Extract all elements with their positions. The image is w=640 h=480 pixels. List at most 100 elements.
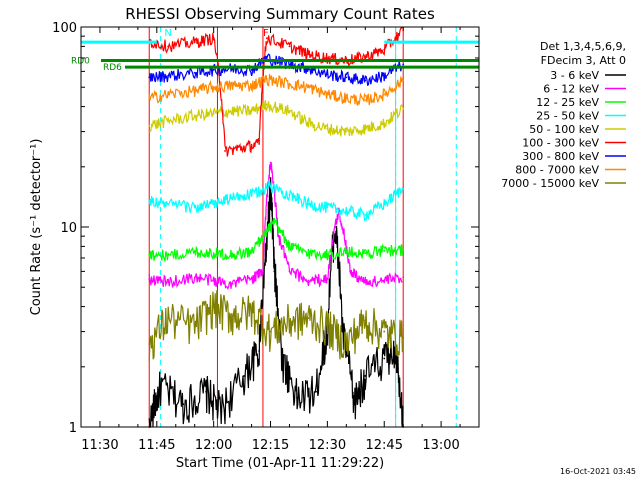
data-point [193, 206, 196, 209]
data-point [148, 76, 151, 79]
data-point [258, 143, 261, 145]
legend-label-8: 7000 - 15000 keV [501, 177, 599, 190]
data-point [250, 310, 253, 312]
data-point [148, 253, 151, 256]
data-point [148, 200, 151, 202]
data-point [212, 305, 215, 308]
rd-label-1: RD6 [103, 63, 122, 73]
data-point [345, 97, 348, 100]
data-point [326, 278, 329, 280]
data-point [364, 79, 367, 82]
data-point [167, 317, 170, 320]
data-point [193, 325, 196, 327]
data-point [383, 203, 386, 206]
flag-label-0: N [164, 28, 171, 39]
data-point [273, 221, 276, 224]
data-point [269, 190, 272, 193]
data-point [326, 127, 329, 130]
data-point [402, 63, 405, 66]
series-line [148, 218, 403, 262]
x-tick-label-5: 12:45 [366, 438, 403, 453]
data-point [402, 248, 405, 251]
data-point [212, 279, 215, 282]
data-point [326, 206, 329, 209]
x-tick-label-1: 11:45 [138, 438, 175, 453]
data-point [288, 319, 291, 322]
data-point [345, 130, 348, 133]
data-point [265, 37, 268, 40]
plot-area [81, 27, 479, 427]
data-point [383, 279, 386, 282]
data-point [205, 390, 207, 393]
data-point [273, 270, 276, 273]
x-tick-label-4: 12:30 [309, 438, 346, 453]
data-point [326, 253, 329, 256]
data-point [288, 245, 291, 248]
series-2 [148, 218, 405, 262]
x-tick-label-2: 12:00 [195, 438, 232, 453]
data-point [231, 196, 234, 199]
data-point [193, 276, 196, 279]
data-point [167, 119, 170, 122]
data-point [364, 55, 367, 58]
data-point [345, 343, 348, 345]
flag-label-1: F [263, 28, 269, 39]
series-6 [148, 53, 405, 87]
data-point [315, 390, 317, 393]
data-point [307, 86, 310, 89]
data-point [288, 45, 291, 48]
data-point [258, 350, 261, 352]
footer-date: 16-Oct-2021 03:45 [560, 467, 636, 476]
data-point [296, 396, 298, 399]
data-point [364, 99, 367, 102]
data-point [212, 252, 215, 255]
data-point [307, 279, 310, 282]
y-tick-label-1: 10 [60, 221, 77, 236]
data-point [326, 57, 329, 59]
legend-label-2: 12 - 25 keV [536, 96, 599, 109]
x-tick-label-0: 11:30 [81, 438, 118, 453]
series-3 [148, 180, 405, 222]
y-axis-label: Count Rate (s⁻¹ detector⁻¹) [29, 139, 44, 316]
data-point [402, 188, 405, 190]
chart-title: RHESSI Observing Summary Count Rates [125, 5, 435, 23]
y-tick-label-2: 100 [52, 21, 77, 36]
data-point [383, 249, 386, 252]
series-4 [148, 100, 405, 137]
data-point [250, 251, 253, 253]
data-point [262, 270, 264, 273]
series-line [148, 180, 403, 222]
data-point [349, 270, 352, 273]
data-point [288, 63, 291, 66]
data-point [231, 253, 234, 256]
data-point [288, 193, 291, 196]
legend-label-6: 300 - 800 keV [522, 150, 599, 163]
data-point [265, 245, 268, 248]
data-point [307, 252, 310, 255]
data-point [220, 410, 223, 413]
y-tick-label-0: 1 [69, 421, 77, 436]
data-point [326, 93, 329, 96]
data-point [167, 93, 170, 96]
data-point [402, 107, 405, 110]
data-point [148, 125, 151, 127]
data-point [148, 97, 151, 100]
series-line [148, 26, 403, 157]
legend-label-5: 100 - 300 keV [522, 137, 599, 150]
data-point [193, 114, 196, 117]
data-point [364, 319, 367, 322]
data-point [265, 103, 268, 106]
data-point [364, 281, 367, 284]
series-7 [148, 74, 405, 106]
data-point [402, 79, 405, 82]
data-point [307, 53, 310, 56]
data-point [167, 45, 170, 48]
series-layer [148, 26, 405, 428]
data-point [250, 110, 253, 112]
data-point [193, 71, 196, 74]
legend-label-4: 50 - 100 keV [529, 123, 599, 136]
x-tick-label-6: 13:00 [422, 438, 459, 453]
data-point [212, 69, 215, 71]
data-point [326, 73, 329, 76]
